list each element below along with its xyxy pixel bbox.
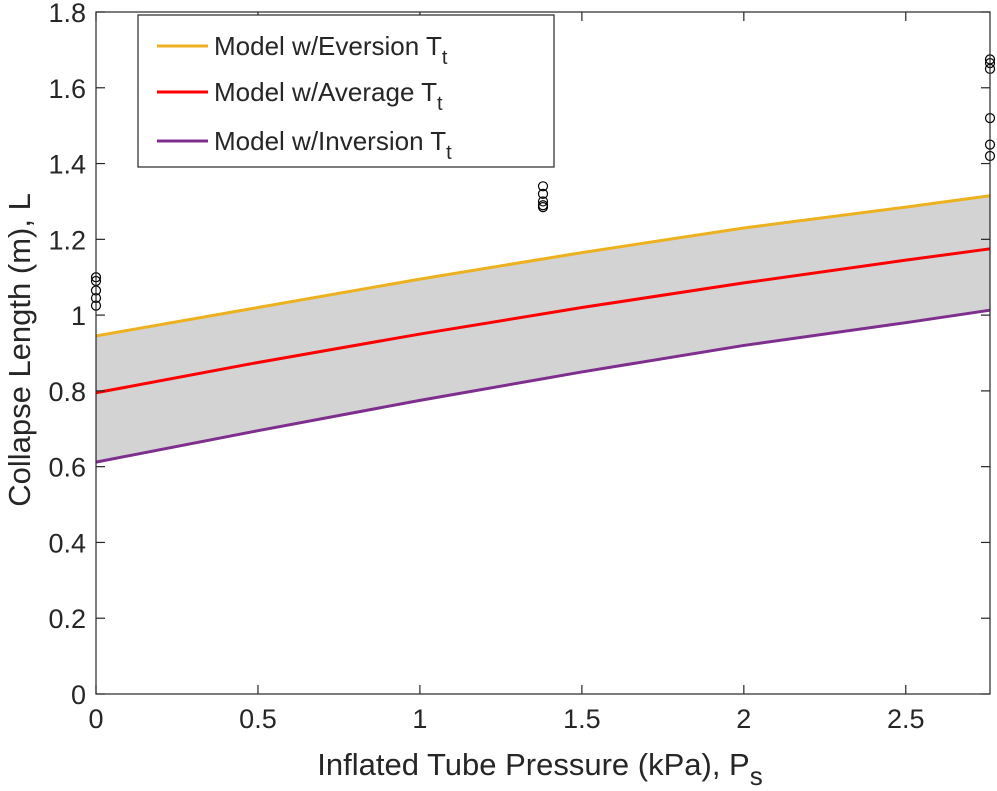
y-tick-label: 0.4 [48,528,86,558]
x-tick-label: 1.5 [563,704,601,734]
series-line-average [95,247,991,395]
x-tick-label: 1 [412,704,427,734]
plot-area [90,54,996,464]
data-point [537,188,549,199]
legend-label-eversion: Model w/Eversion Tt [214,31,448,69]
y-tick-label: 0.2 [48,604,86,634]
series-lines [95,194,991,464]
legend-entry-inversion: Model w/Inversion Tt [157,126,452,164]
data-point [537,181,549,192]
x-axis-ticks: 0 0.5 1 1.5 2 2.5 [88,12,925,734]
model-range-band [96,195,990,463]
series-line-inversion [95,308,991,464]
y-axis-label: Collapse Length (m), L [2,193,37,507]
data-point [537,202,549,213]
axes-box [95,11,991,695]
x-tick-label: 2 [736,704,751,734]
y-tick-label: 0 [71,680,86,710]
x-axis-label: Inflated Tube Pressure (kPa), Ps [317,747,763,791]
y-tick-label: 1 [71,301,86,331]
series-line-eversion [95,194,991,338]
x-tick-label: 0.5 [239,704,277,734]
legend-label-inversion: Model w/Inversion Tt [214,126,452,164]
y-tick-label: 1.6 [48,74,86,104]
y-tick-label: 0.6 [48,453,86,483]
legend-label-average: Model w/Average Tt [214,77,443,115]
y-tick-label: 1.8 [48,0,86,28]
data-point [537,196,549,207]
x-tick-label: 0 [88,704,103,734]
y-tick-label: 1.2 [48,225,86,255]
y-axis-ticks: 0 0.2 0.4 0.6 0.8 1 1.2 1.4 1.6 1.8 [48,0,990,710]
legend-entry-eversion: Model w/Eversion Tt [157,31,448,69]
y-tick-label: 0.8 [48,377,86,407]
legend: Model w/Eversion Tt Model w/Average Tt M… [137,14,555,168]
x-tick-label: 2.5 [887,704,925,734]
legend-entry-average: Model w/Average Tt [157,77,443,115]
y-tick-label: 1.4 [48,150,86,180]
